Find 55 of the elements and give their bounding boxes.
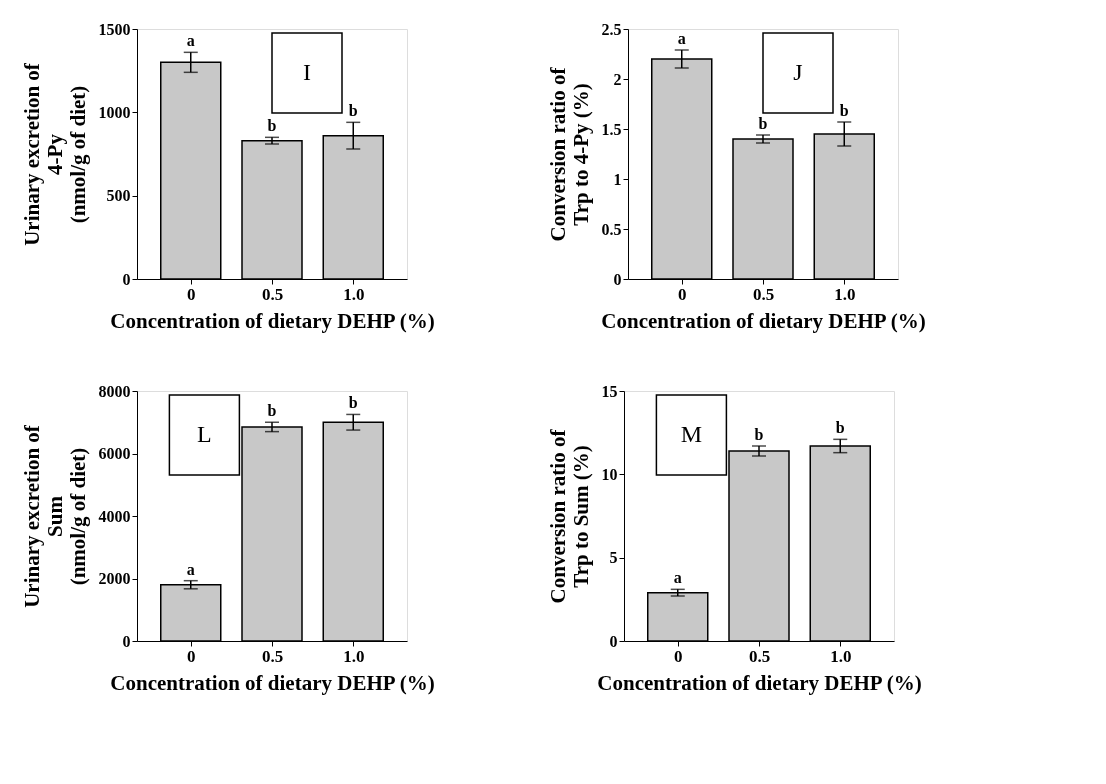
y-tick-label: 4000 bbox=[98, 507, 131, 525]
x-tick-label: 0 bbox=[674, 646, 683, 666]
annotation: b bbox=[835, 419, 845, 437]
y-axis-title: Urinary excretion of Sum (nmol/g of diet) bbox=[19, 424, 90, 608]
annotation: a bbox=[186, 32, 195, 50]
y-tick-label: 6000 bbox=[98, 445, 131, 462]
y-tick-label: 1 bbox=[613, 170, 622, 188]
x-axis-title: Concentration of dietary DEHP (%) bbox=[601, 308, 926, 333]
y-tick-label: 0 bbox=[122, 632, 131, 650]
annotation: a bbox=[673, 569, 682, 587]
x-tick-label: 1.0 bbox=[834, 284, 856, 304]
x-tick-label: 0.5 bbox=[261, 284, 284, 304]
annotation: a bbox=[186, 560, 195, 578]
text: J bbox=[793, 59, 803, 85]
y-tick-label: 15 bbox=[601, 382, 618, 400]
annotation: b bbox=[267, 117, 277, 135]
y-tick-label: 1000 bbox=[98, 103, 131, 121]
text: I bbox=[303, 59, 311, 85]
annotation: b bbox=[348, 102, 358, 120]
annotation: a bbox=[677, 30, 686, 47]
y-tick-label: 500 bbox=[106, 187, 131, 205]
annotation: b bbox=[267, 402, 277, 420]
y-tick-label: 2000 bbox=[98, 570, 131, 587]
x-tick-label: 0.5 bbox=[752, 284, 775, 304]
x-tick-label: 0 bbox=[187, 646, 196, 666]
y-tick-label: 10 bbox=[601, 465, 618, 483]
y-tick-label: 1.5 bbox=[601, 120, 622, 138]
x-tick-label: 1.0 bbox=[830, 646, 852, 666]
x-tick-label: 0.5 bbox=[748, 646, 771, 666]
x-axis-title: Concentration of dietary DEHP (%) bbox=[110, 308, 435, 333]
y-tick-label: 0.5 bbox=[601, 220, 622, 238]
y-tick-label: 2 bbox=[613, 70, 622, 88]
annotation: b bbox=[754, 426, 764, 443]
text: M bbox=[680, 421, 703, 447]
y-axis-title: Conversion ratio of Trp to Sum (%) bbox=[545, 428, 593, 604]
y-axis-title: Urinary excretion of 4-Py (nmol/g of diet) bbox=[19, 62, 90, 246]
y-tick-label: 8000 bbox=[98, 382, 131, 400]
y-tick-label: 0 bbox=[613, 270, 622, 288]
x-tick-label: 1.0 bbox=[343, 284, 365, 304]
x-axis-title: Concentration of dietary DEHP (%) bbox=[597, 670, 922, 695]
y-tick-label: 0 bbox=[609, 632, 618, 650]
x-tick-label: 0.5 bbox=[261, 646, 284, 666]
annotation: b bbox=[758, 115, 768, 132]
annotation: b bbox=[839, 102, 849, 119]
y-tick-label: 5 bbox=[609, 549, 618, 567]
x-tick-label: 1.0 bbox=[343, 646, 365, 666]
x-axis-title: Concentration of dietary DEHP (%) bbox=[110, 670, 435, 695]
y-axis-title: Conversion ratio of Trp to 4-Py (%) bbox=[545, 66, 593, 242]
x-tick-label: 0 bbox=[678, 284, 687, 304]
y-tick-label: 1500 bbox=[98, 20, 131, 38]
y-tick-label: 0 bbox=[122, 270, 131, 288]
x-tick-label: 0 bbox=[187, 284, 196, 304]
text: L bbox=[197, 421, 212, 447]
annotation: b bbox=[348, 394, 358, 412]
y-tick-label: 2.5 bbox=[601, 20, 622, 38]
